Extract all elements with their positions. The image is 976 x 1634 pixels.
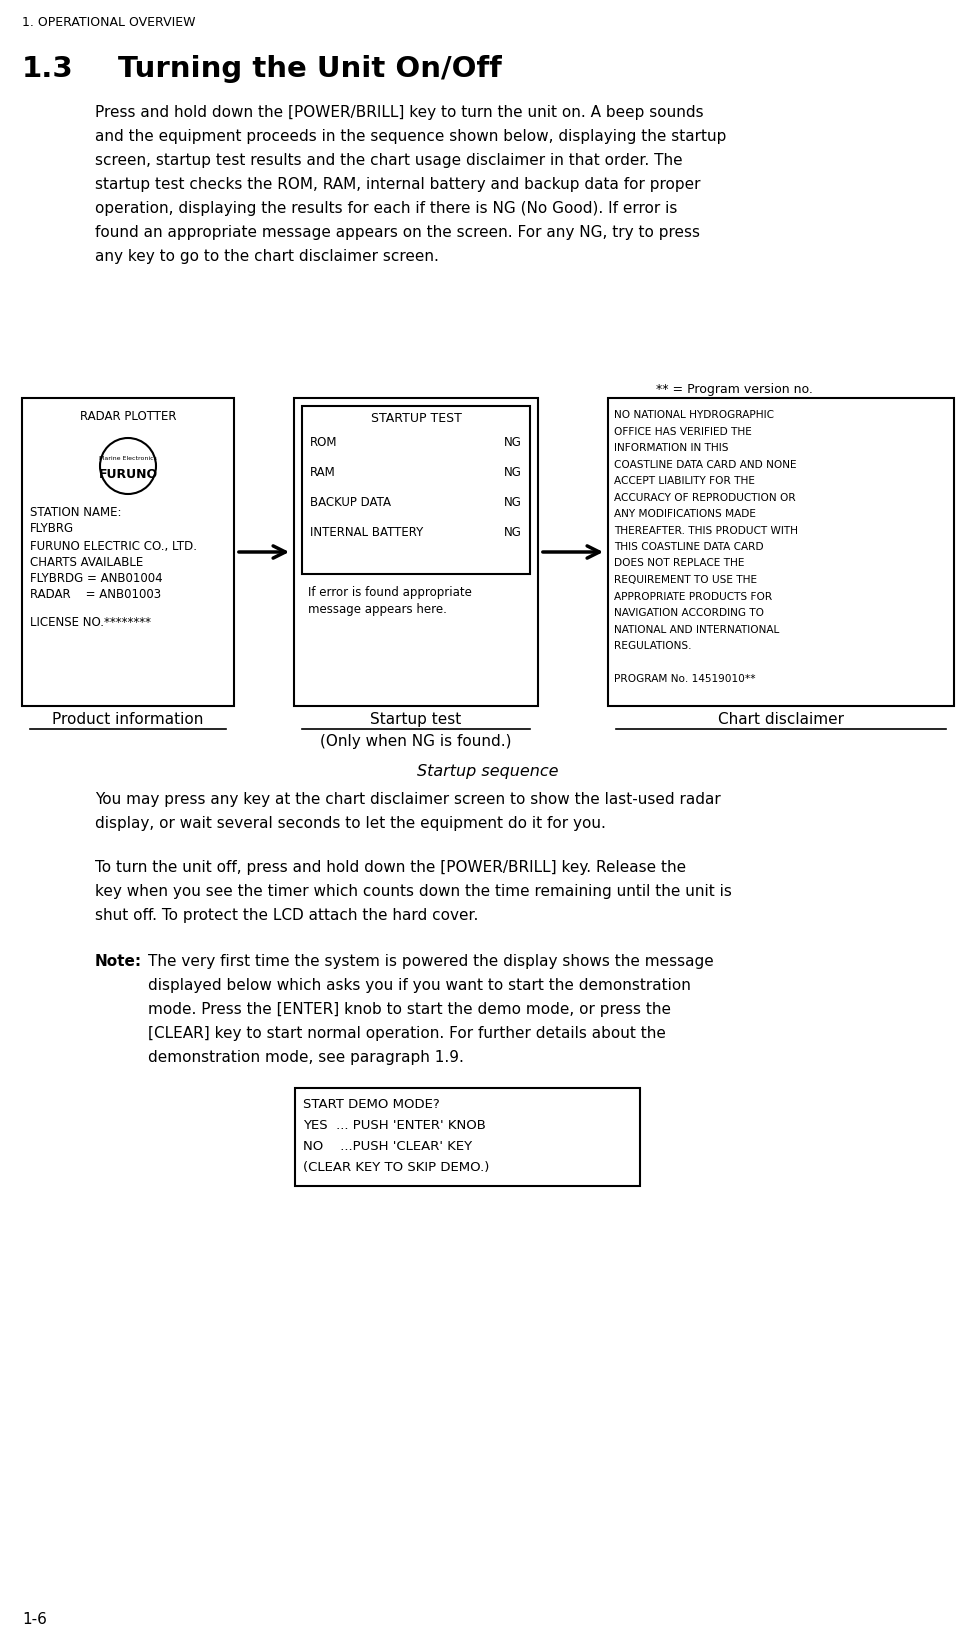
Text: FURUNO: FURUNO — [99, 467, 157, 480]
Text: FLYBRG: FLYBRG — [30, 521, 74, 534]
Text: RADAR PLOTTER: RADAR PLOTTER — [80, 410, 177, 423]
Text: To turn the unit off, press and hold down the [POWER/BRILL] key. Release the: To turn the unit off, press and hold dow… — [95, 859, 686, 874]
Text: demonstration mode, see paragraph 1.9.: demonstration mode, see paragraph 1.9. — [148, 1051, 464, 1065]
Text: NG: NG — [505, 466, 522, 479]
Text: Chart disclaimer: Chart disclaimer — [718, 712, 844, 727]
Text: APPROPRIATE PRODUCTS FOR: APPROPRIATE PRODUCTS FOR — [614, 592, 772, 601]
Bar — [294, 399, 538, 706]
Text: FLYBRDG = ANB01004: FLYBRDG = ANB01004 — [30, 572, 163, 585]
Text: Startup test: Startup test — [370, 712, 462, 727]
Text: START DEMO MODE?: START DEMO MODE? — [303, 1098, 440, 1111]
Text: Turning the Unit On/Off: Turning the Unit On/Off — [118, 56, 502, 83]
Text: message appears here.: message appears here. — [308, 603, 447, 616]
Text: NAVIGATION ACCORDING TO: NAVIGATION ACCORDING TO — [614, 608, 764, 618]
Text: 1.3: 1.3 — [22, 56, 74, 83]
Text: shut off. To protect the LCD attach the hard cover.: shut off. To protect the LCD attach the … — [95, 909, 478, 923]
Bar — [22, 399, 234, 706]
Text: ACCEPT LIABILITY FOR THE: ACCEPT LIABILITY FOR THE — [614, 475, 755, 485]
Text: THEREAFTER. THIS PRODUCT WITH: THEREAFTER. THIS PRODUCT WITH — [614, 526, 798, 536]
Text: REGULATIONS.: REGULATIONS. — [614, 641, 692, 650]
Text: COASTLINE DATA CARD AND NONE: COASTLINE DATA CARD AND NONE — [614, 459, 796, 469]
Text: ** = Program version no.: ** = Program version no. — [656, 382, 813, 395]
Text: INTERNAL BATTERY: INTERNAL BATTERY — [310, 526, 424, 539]
Text: If error is found appropriate: If error is found appropriate — [308, 587, 471, 600]
Text: BACKUP DATA: BACKUP DATA — [310, 497, 391, 510]
Text: 1. OPERATIONAL OVERVIEW: 1. OPERATIONAL OVERVIEW — [22, 16, 195, 29]
Text: Product information: Product information — [53, 712, 204, 727]
Text: Note:: Note: — [95, 954, 142, 969]
Bar — [608, 399, 954, 706]
Text: 1-6: 1-6 — [22, 1613, 47, 1627]
Text: THIS COASTLINE DATA CARD: THIS COASTLINE DATA CARD — [614, 542, 763, 552]
Text: REQUIREMENT TO USE THE: REQUIREMENT TO USE THE — [614, 575, 757, 585]
Text: Marine Electronics: Marine Electronics — [99, 456, 157, 461]
Text: DOES NOT REPLACE THE: DOES NOT REPLACE THE — [614, 559, 745, 569]
Text: NG: NG — [505, 526, 522, 539]
Text: Press and hold down the [POWER/BRILL] key to turn the unit on. A beep sounds: Press and hold down the [POWER/BRILL] ke… — [95, 105, 704, 119]
Text: mode. Press the [ENTER] knob to start the demo mode, or press the: mode. Press the [ENTER] knob to start th… — [148, 1002, 671, 1016]
Bar — [295, 1088, 640, 1186]
Text: found an appropriate message appears on the screen. For any NG, try to press: found an appropriate message appears on … — [95, 225, 700, 240]
Text: The very first time the system is powered the display shows the message: The very first time the system is powere… — [148, 954, 713, 969]
Text: Startup sequence: Startup sequence — [418, 765, 558, 779]
Text: LICENSE NO.********: LICENSE NO.******** — [30, 616, 151, 629]
Bar — [302, 405, 530, 574]
Text: ACCURACY OF REPRODUCTION OR: ACCURACY OF REPRODUCTION OR — [614, 492, 795, 503]
Text: RAM: RAM — [310, 466, 336, 479]
Text: STARTUP TEST: STARTUP TEST — [371, 412, 462, 425]
Text: OFFICE HAS VERIFIED THE: OFFICE HAS VERIFIED THE — [614, 426, 752, 436]
Text: ROM: ROM — [310, 436, 338, 449]
Text: display, or wait several seconds to let the equipment do it for you.: display, or wait several seconds to let … — [95, 815, 606, 832]
Text: INFORMATION IN THIS: INFORMATION IN THIS — [614, 443, 728, 453]
Text: any key to go to the chart disclaimer screen.: any key to go to the chart disclaimer sc… — [95, 248, 439, 265]
Text: (Only when NG is found.): (Only when NG is found.) — [320, 734, 511, 748]
Text: CHARTS AVAILABLE: CHARTS AVAILABLE — [30, 556, 143, 569]
Text: YES  ... PUSH 'ENTER' KNOB: YES ... PUSH 'ENTER' KNOB — [303, 1119, 486, 1132]
Text: displayed below which asks you if you want to start the demonstration: displayed below which asks you if you wa… — [148, 979, 691, 993]
Text: STATION NAME:: STATION NAME: — [30, 507, 121, 520]
Text: operation, displaying the results for each if there is NG (No Good). If error is: operation, displaying the results for ea… — [95, 201, 677, 216]
Text: NG: NG — [505, 436, 522, 449]
Text: key when you see the timer which counts down the time remaining until the unit i: key when you see the timer which counts … — [95, 884, 732, 899]
Text: screen, startup test results and the chart usage disclaimer in that order. The: screen, startup test results and the cha… — [95, 154, 682, 168]
Text: NATIONAL AND INTERNATIONAL: NATIONAL AND INTERNATIONAL — [614, 624, 779, 634]
Text: ANY MODIFICATIONS MADE: ANY MODIFICATIONS MADE — [614, 510, 756, 520]
Text: NO NATIONAL HYDROGRAPHIC: NO NATIONAL HYDROGRAPHIC — [614, 410, 774, 420]
Text: and the equipment proceeds in the sequence shown below, displaying the startup: and the equipment proceeds in the sequen… — [95, 129, 726, 144]
Text: You may press any key at the chart disclaimer screen to show the last-used radar: You may press any key at the chart discl… — [95, 792, 720, 807]
Text: PROGRAM No. 14519010**: PROGRAM No. 14519010** — [614, 673, 755, 685]
Text: startup test checks the ROM, RAM, internal battery and backup data for proper: startup test checks the ROM, RAM, intern… — [95, 176, 701, 193]
Text: NO    ...PUSH 'CLEAR' KEY: NO ...PUSH 'CLEAR' KEY — [303, 1141, 472, 1154]
Text: [CLEAR] key to start normal operation. For further details about the: [CLEAR] key to start normal operation. F… — [148, 1026, 666, 1041]
Text: NG: NG — [505, 497, 522, 510]
Text: RADAR    = ANB01003: RADAR = ANB01003 — [30, 588, 161, 601]
Text: FURUNO ELECTRIC CO., LTD.: FURUNO ELECTRIC CO., LTD. — [30, 539, 197, 552]
Text: (CLEAR KEY TO SKIP DEMO.): (CLEAR KEY TO SKIP DEMO.) — [303, 1162, 489, 1173]
